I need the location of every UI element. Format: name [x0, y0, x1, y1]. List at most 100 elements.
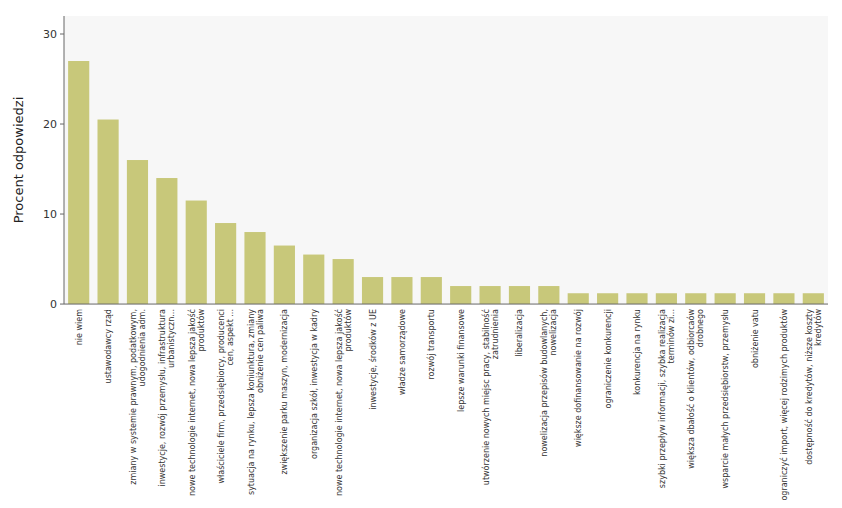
bar	[186, 201, 207, 305]
x-axis-line	[64, 304, 828, 305]
bar	[68, 61, 89, 304]
bar	[538, 286, 559, 304]
category-label-line: ustawodawcy rząd	[104, 309, 113, 383]
bar	[568, 293, 589, 304]
category-label: nowelizacja przepisów budowlanych,noweli…	[539, 309, 558, 457]
bar	[333, 259, 354, 304]
bar	[509, 286, 530, 304]
bar	[421, 277, 442, 304]
category-label-line: organizacja szkół, inwestycja w kadry	[309, 309, 319, 459]
category-label-line: kredytów	[813, 309, 823, 347]
category-label-line: większe dofinansowanie na rozwój	[573, 309, 583, 447]
bar	[656, 293, 677, 304]
y-axis-label: Procent odpowiedzi	[11, 97, 26, 224]
bar	[391, 277, 412, 304]
category-label: zwiększenie parku maszyn, modernizacja	[280, 309, 289, 475]
category-label-line: utwórzenie nowych miejsc pracy, stabilno…	[481, 309, 491, 485]
category-label-line: nowe technologie internet, nowa lepsza j…	[187, 309, 197, 496]
category-label-line: nowe technologie internet, nowa lepsza j…	[334, 309, 344, 496]
bar	[744, 293, 765, 304]
category-label-line: inwestycje, rozwój przemysłu, infrastruk…	[157, 309, 167, 487]
y-tick	[60, 34, 64, 35]
bar	[244, 232, 265, 304]
category-label-line: cen, aspekt ...	[226, 309, 235, 366]
category-label-line: dostępność do kredytów, niższe koszty	[804, 309, 814, 465]
category-label: obniżenie vatu	[751, 309, 760, 368]
bar	[156, 178, 177, 304]
category-label: nie wiem	[75, 309, 84, 345]
bar	[303, 255, 324, 305]
y-tick	[60, 214, 64, 215]
y-tick-label: 30	[43, 28, 57, 41]
category-label-line: konkurencja na rynku	[633, 309, 642, 395]
bar	[803, 293, 824, 304]
category-label: ustawodawcy rząd	[104, 309, 113, 383]
y-tick-label: 20	[43, 118, 57, 131]
bar	[715, 293, 736, 304]
bar	[685, 293, 706, 304]
category-label: konkurencja na rynku	[633, 309, 642, 395]
category-label: zmiany w systemie prawnym, podatkowym,ud…	[129, 309, 147, 485]
category-label-line: produktów	[196, 309, 206, 352]
category-label-line: ograniczyć import, więcej rodzimych prod…	[779, 309, 789, 501]
bar	[626, 293, 647, 304]
category-label: inwestycje, środków z UE	[368, 309, 378, 410]
category-label-line: urbanistyczn...	[167, 309, 176, 368]
category-label-line: ograniczenie konkurencji	[604, 309, 613, 408]
y-tick	[60, 124, 64, 125]
bar	[127, 160, 148, 304]
bar	[362, 277, 383, 304]
category-label-line: nowelizacja przepisów budowlanych,	[539, 309, 549, 457]
category-label-line: inwestycje, środków z UE	[368, 309, 378, 410]
category-label-line: produktów	[343, 309, 353, 352]
y-tick-label: 0	[50, 298, 57, 311]
category-label: sytuacja na rynku, lepsza koniunktura, z…	[247, 309, 265, 495]
category-label: dostępność do kredytów, niższe kosztykre…	[804, 309, 823, 465]
y-axis-line	[64, 16, 65, 304]
category-label-line: zwiększenie parku maszyn, modernizacja	[280, 309, 289, 475]
category-label: wsparcie małych przedsiębiorstw, przemys…	[721, 309, 730, 488]
bar	[773, 293, 794, 304]
category-label-line: właściciele firm, przedsiębiorcy, produc…	[216, 309, 226, 483]
category-label-line: obniżenie vatu	[751, 309, 760, 368]
category-label: większe dofinansowanie na rozwój	[573, 309, 583, 447]
category-label-line: nowelizacja	[549, 309, 558, 356]
category-label: lepsze warunki finansowe	[457, 309, 466, 412]
category-label-line: szybki przepływ informacji, szybka reali…	[658, 309, 667, 488]
bar	[479, 286, 500, 304]
chart: 0 10 20 30 Procent odpowiedzi nie wiem ustawod…	[0, 0, 842, 508]
y-tick-label: 10	[43, 208, 57, 221]
category-label-line: wsparcie małych przedsiębiorstw, przemys…	[721, 309, 730, 488]
plot-area	[64, 16, 828, 304]
y-tick	[60, 304, 64, 305]
category-label-line: większa dbałość o klientów, odbiorcaów	[686, 309, 696, 469]
bar	[597, 293, 618, 304]
category-label-line: zatrudnienia	[491, 309, 500, 359]
category-label-line: nie wiem	[75, 309, 84, 345]
bars	[68, 61, 824, 304]
bar	[274, 246, 295, 305]
category-label-line: sytuacja na rynku, lepsza koniunktura, z…	[247, 309, 256, 495]
category-label: ograniczenie konkurencji	[604, 309, 613, 408]
category-label: utwórzenie nowych miejsc pracy, stabilno…	[481, 309, 500, 485]
category-label: nowe technologie internet, nowa lepsza j…	[334, 309, 353, 496]
category-label-line: udogodnienia adm.	[138, 309, 147, 386]
category-label: szybki przepływ informacji, szybka reali…	[658, 309, 676, 488]
category-label-line: drobnego	[696, 309, 705, 347]
category-label: większa dbałość o klientów, odbiorcaówdr…	[686, 309, 705, 469]
category-label-line: władze samorządowe	[398, 309, 407, 395]
category-label: organizacja szkół, inwestycja w kadry	[309, 309, 319, 459]
category-label-line: terminów zi...	[666, 309, 676, 363]
category-label: ograniczyć import, więcej rodzimych prod…	[779, 309, 789, 501]
category-label: władze samorządowe	[398, 309, 407, 395]
category-label: inwestycje, rozwój przemysłu, infrastruk…	[157, 309, 176, 487]
bar	[97, 120, 118, 305]
category-label: właściciele firm, przedsiębiorcy, produc…	[216, 309, 235, 483]
bar	[450, 286, 471, 304]
category-label-line: obniżenie cen paliwa	[256, 309, 265, 393]
category-label-line: liberalizacja	[515, 309, 524, 357]
bar	[215, 223, 236, 304]
category-label-line: rozwój transportu	[426, 309, 436, 379]
category-label: rozwój transportu	[426, 309, 436, 379]
category-label-line: lepsze warunki finansowe	[457, 309, 466, 412]
